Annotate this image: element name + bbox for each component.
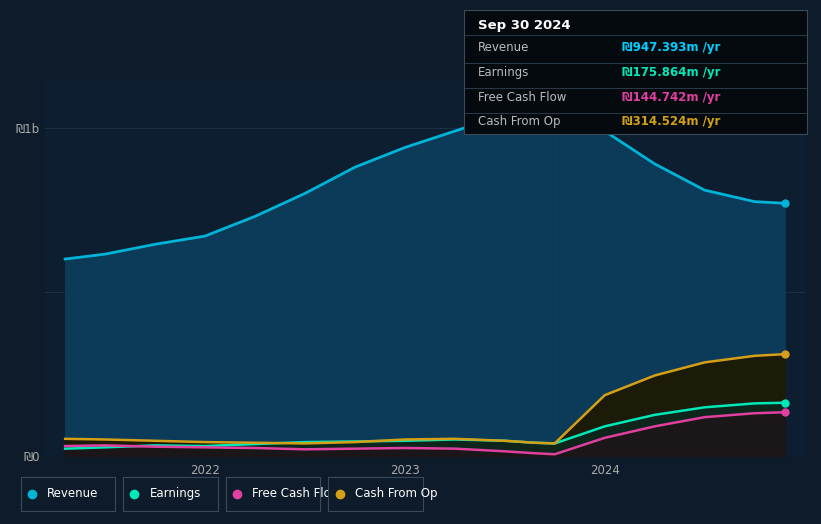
Text: Earnings: Earnings xyxy=(149,487,201,500)
Text: Cash From Op: Cash From Op xyxy=(355,487,438,500)
Text: Sep 30 2024: Sep 30 2024 xyxy=(478,19,571,32)
Text: Cash From Op: Cash From Op xyxy=(478,115,560,128)
Text: Free Cash Flow: Free Cash Flow xyxy=(252,487,341,500)
Text: ₪947.393m /yr: ₪947.393m /yr xyxy=(621,41,720,54)
Text: Past: Past xyxy=(775,90,800,103)
Text: ₪175.864m /yr: ₪175.864m /yr xyxy=(621,66,720,79)
Text: Revenue: Revenue xyxy=(47,487,99,500)
Text: Earnings: Earnings xyxy=(478,66,529,79)
Text: ₪314.524m /yr: ₪314.524m /yr xyxy=(621,115,720,128)
Text: ₪144.742m /yr: ₪144.742m /yr xyxy=(621,91,720,104)
Text: Free Cash Flow: Free Cash Flow xyxy=(478,91,566,104)
Text: Revenue: Revenue xyxy=(478,41,529,54)
